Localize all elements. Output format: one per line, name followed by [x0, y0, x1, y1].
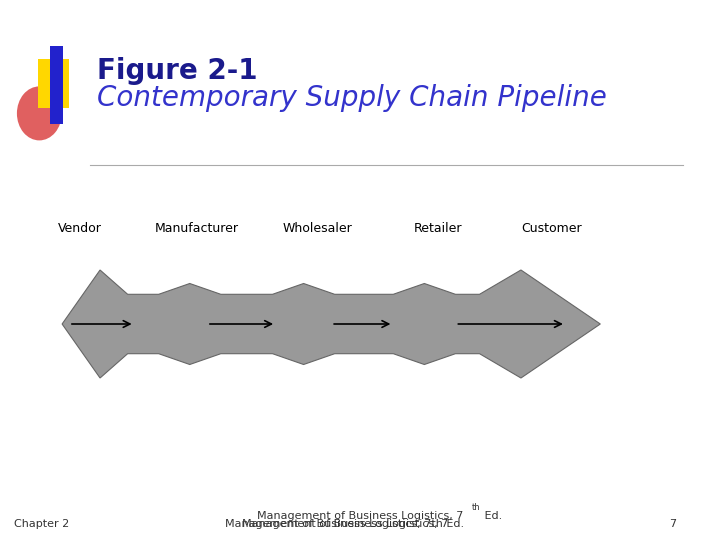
Text: Figure 2-1: Figure 2-1 [96, 57, 257, 85]
Text: Manufacturer: Manufacturer [155, 222, 238, 235]
Text: Retailer: Retailer [414, 222, 462, 235]
Text: Chapter 2: Chapter 2 [14, 519, 69, 529]
Text: Management of Business Logistics, 7: Management of Business Logistics, 7 [242, 519, 448, 529]
Text: Management of Business Logistics, 7: Management of Business Logistics, 7 [257, 511, 463, 521]
Ellipse shape [17, 86, 62, 140]
FancyBboxPatch shape [38, 59, 69, 108]
Text: th: th [472, 503, 480, 512]
Text: Vendor: Vendor [58, 222, 102, 235]
Text: 7: 7 [669, 519, 676, 529]
Text: Management of Business Logistics, 7th Ed.: Management of Business Logistics, 7th Ed… [225, 519, 464, 529]
Text: Ed.: Ed. [481, 511, 503, 521]
Text: Wholesaler: Wholesaler [282, 222, 352, 235]
Polygon shape [62, 270, 600, 378]
Text: Contemporary Supply Chain Pipeline: Contemporary Supply Chain Pipeline [96, 84, 606, 112]
FancyBboxPatch shape [50, 46, 63, 124]
Text: Customer: Customer [522, 222, 582, 235]
